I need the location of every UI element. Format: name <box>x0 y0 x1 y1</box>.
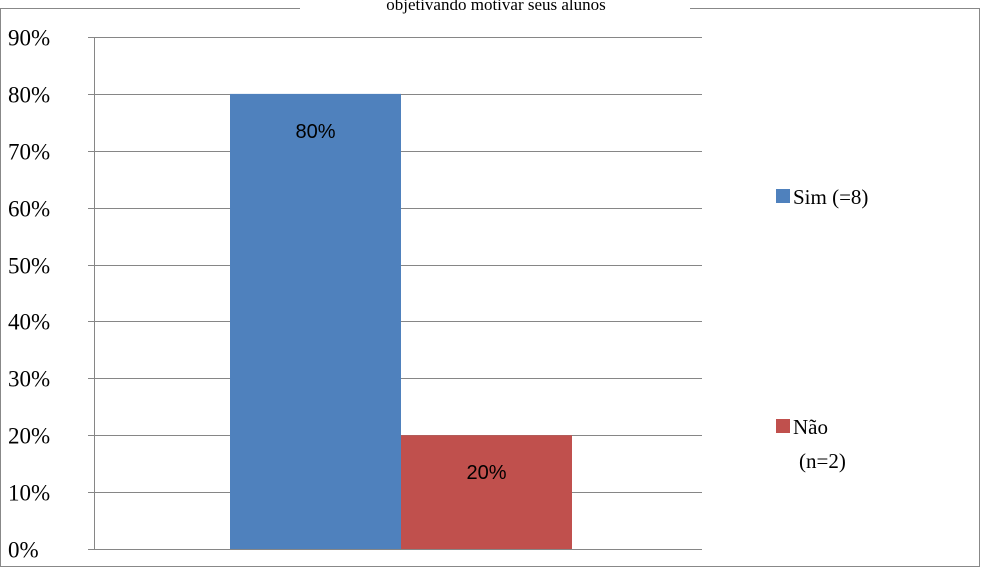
legend-label: Sim (=8) <box>793 185 868 209</box>
legend-swatch <box>776 189 790 203</box>
title-background <box>300 0 690 16</box>
legend-label: (n=2) <box>799 449 846 473</box>
bar-nao <box>401 435 572 549</box>
bars <box>230 93 572 549</box>
legend: Sim (=8) Não (n=2) <box>776 185 868 473</box>
y-axis <box>88 37 702 550</box>
y-tick-label: 90% <box>8 26 50 51</box>
legend-swatch <box>776 419 790 433</box>
data-label: 20% <box>466 462 506 484</box>
chart-title: objetivando motivar seus alunos <box>386 0 606 14</box>
bar-sim <box>230 93 401 549</box>
y-tick-label: 60% <box>8 197 50 222</box>
y-tick-label: 80% <box>8 83 50 108</box>
y-tick-label: 70% <box>8 140 50 165</box>
legend-label: Não <box>793 415 828 439</box>
y-tick-label: 10% <box>8 481 50 506</box>
y-tick-label: 30% <box>8 367 50 392</box>
y-tick-label: 0% <box>8 538 39 563</box>
y-tick-labels: 0% 10% 20% 30% 40% 50% 60% 70% 80% 90% <box>8 26 50 563</box>
y-tick-label: 40% <box>8 310 50 335</box>
y-tick-label: 50% <box>8 254 50 279</box>
data-labels: 80% 20% <box>295 121 506 484</box>
data-label: 80% <box>295 121 335 143</box>
y-tick-label: 20% <box>8 424 50 449</box>
